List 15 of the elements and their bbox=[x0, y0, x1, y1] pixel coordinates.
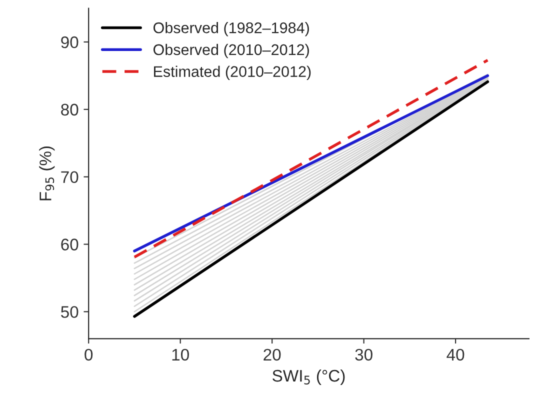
y-tick-label: 90 bbox=[61, 36, 78, 48]
x-axis-title: SWI$_{5}$ (°C) bbox=[272, 369, 345, 386]
y-axis-title: F$_{95}$ (%) bbox=[39, 146, 55, 200]
legend-label: Observed (1982–1984) bbox=[153, 22, 309, 36]
x-tick-label: 40 bbox=[446, 348, 464, 361]
y-tick-label: 70 bbox=[61, 171, 78, 184]
y-tick-label: 80 bbox=[61, 104, 78, 116]
y-tick-label: 60 bbox=[61, 238, 78, 250]
x-tick-label: 30 bbox=[355, 348, 372, 361]
y-tick-label: 50 bbox=[61, 306, 78, 318]
x-tick-label: 10 bbox=[172, 348, 189, 361]
legend-label: Observed (2010–2012) bbox=[153, 44, 309, 58]
x-tick-label: 0 bbox=[84, 348, 93, 361]
legend-label: Estimated (2010–2012) bbox=[154, 66, 311, 80]
x-tick-label: 20 bbox=[264, 348, 281, 361]
